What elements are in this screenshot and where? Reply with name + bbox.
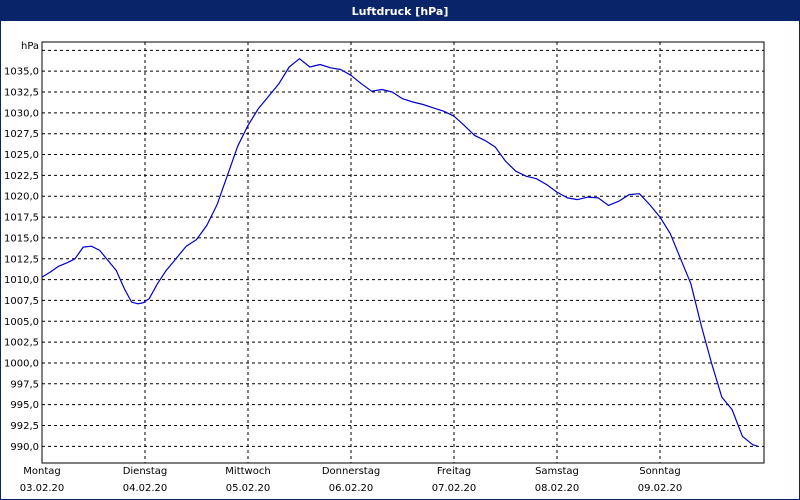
window-title: Luftdruck [hPa] xyxy=(351,4,449,18)
x-tick-day-label: Sonntag xyxy=(639,466,681,477)
y-axis: hPa 990,0 992,5 995,0 997,5 1000,0 1002,5 1005… xyxy=(4,41,39,453)
series-layer xyxy=(41,58,759,447)
x-tick-date-label: 03.02.20 xyxy=(20,483,65,494)
x-tick-day-label: Samstag xyxy=(535,466,579,477)
grid-lines xyxy=(42,42,764,463)
y-tick-label: 1030,0 xyxy=(4,108,39,119)
y-tick-label: 1027,5 xyxy=(4,129,39,140)
y-tick-label: 1017,5 xyxy=(4,213,39,224)
y-tick-label: 1005,0 xyxy=(4,317,39,328)
x-tick-day-label: Freitag xyxy=(437,466,471,477)
y-tick-label: 1010,0 xyxy=(4,275,39,286)
x-tick-date-label: 04.02.20 xyxy=(123,483,168,494)
plot-frame xyxy=(41,41,765,464)
y-tick-label: 992,5 xyxy=(10,421,39,432)
y-tick-label: 1020,0 xyxy=(4,192,39,203)
y-tick-label: 1000,0 xyxy=(4,358,39,369)
x-tick-date-label: 05.02.20 xyxy=(226,483,271,494)
y-tick-label: 1002,5 xyxy=(4,338,39,349)
plot-background xyxy=(1,21,799,499)
y-tick-label: 997,5 xyxy=(10,379,39,390)
y-tick-label: 1035,0 xyxy=(4,67,39,78)
x-axis: Montag 03.02.20 Dienstag 04.02.20 Mittwoch 05… xyxy=(20,466,683,494)
x-tick-date-label: 07.02.20 xyxy=(432,483,477,494)
y-tick-label: 995,0 xyxy=(10,400,39,411)
y-tick-label: 1032,5 xyxy=(4,88,39,99)
y-tick-label: 1015,0 xyxy=(4,233,39,244)
x-tick-date-label: 06.02.20 xyxy=(329,483,374,494)
x-tick-day-label: Dienstag xyxy=(123,466,168,477)
x-tick-day-label: Donnerstag xyxy=(322,466,380,477)
x-tick-date-label: 08.02.20 xyxy=(535,483,580,494)
pressure-series-line xyxy=(41,58,759,447)
y-tick-label: 1022,5 xyxy=(4,171,39,182)
y-tick-label: 1012,5 xyxy=(4,254,39,265)
pressure-chart: hPa 990,0 992,5 995,0 997,5 1000,0 1002,5 1005… xyxy=(1,21,799,499)
x-tick-date-label: 09.02.20 xyxy=(638,483,683,494)
window-title-bar: Luftdruck [hPa] xyxy=(1,1,799,21)
y-axis-unit-label: hPa xyxy=(21,41,39,52)
y-tick-label: 1025,0 xyxy=(4,150,39,161)
x-tick-day-label: Mittwoch xyxy=(225,466,270,477)
y-tick-label: 990,0 xyxy=(10,442,39,453)
x-tick-day-label: Montag xyxy=(23,466,60,477)
y-tick-label: 1007,5 xyxy=(4,296,39,307)
